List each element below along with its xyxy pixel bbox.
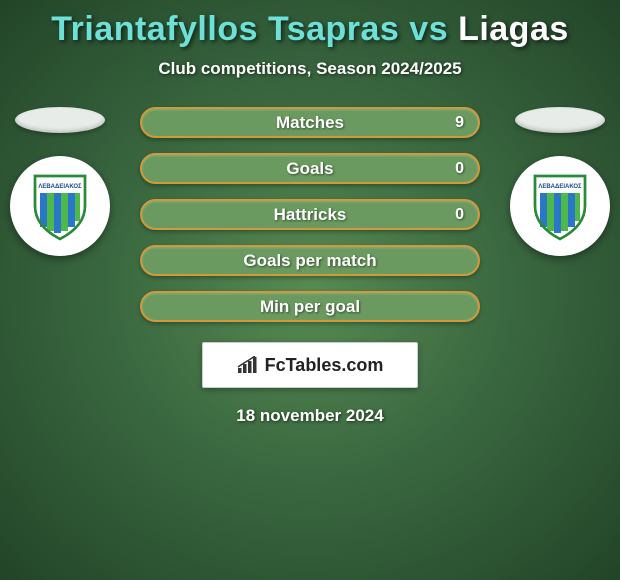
date-text: 18 november 2024 (0, 406, 620, 426)
svg-text:ΛΕΒΑΔΕΙΑΚΟΣ: ΛΕΒΑΔΕΙΑΚΟΣ (538, 184, 582, 190)
stat-value-right: 0 (455, 160, 464, 178)
watermark: FcTables.com (202, 342, 418, 388)
vs-text: vs (409, 10, 448, 48)
player1-ellipse (15, 107, 105, 133)
stat-label: Goals per match (243, 251, 376, 271)
comparison-content: ΛΕΒΑΔΕΙΑΚΟΣ ΛΕΒΑΔΕΙΑΚΟΣ (0, 107, 620, 426)
player2-club-badge: ΛΕΒΑΔΕΙΑΚΟΣ (510, 156, 610, 256)
shield-icon: ΛΕΒΑΔΕΙΑΚΟΣ (30, 171, 90, 241)
chart-icon (237, 356, 259, 374)
svg-text:ΛΕΒΑΔΕΙΑΚΟΣ: ΛΕΒΑΔΕΙΑΚΟΣ (38, 184, 82, 190)
page-title: Triantafyllos Tsapras vs Liagas (0, 0, 620, 49)
player2-ellipse (515, 107, 605, 133)
subtitle: Club competitions, Season 2024/2025 (0, 59, 620, 79)
stat-value-right: 0 (455, 206, 464, 224)
stat-value-right: 9 (455, 114, 464, 132)
player1-club-badge: ΛΕΒΑΔΕΙΑΚΟΣ (10, 156, 110, 256)
stat-row: Hattricks 0 (140, 199, 480, 230)
stat-row: Goals 0 (140, 153, 480, 184)
right-badge-column: ΛΕΒΑΔΕΙΑΚΟΣ (500, 107, 620, 256)
shield-icon: ΛΕΒΑΔΕΙΑΚΟΣ (530, 171, 590, 241)
watermark-text: FcTables.com (265, 355, 384, 376)
stat-label: Goals (286, 159, 333, 179)
stat-row: Matches 9 (140, 107, 480, 138)
player1-name: Triantafyllos Tsapras (51, 10, 399, 48)
stat-row: Min per goal (140, 291, 480, 322)
stat-label: Min per goal (260, 297, 360, 317)
stat-label: Matches (276, 113, 344, 133)
stat-row: Goals per match (140, 245, 480, 276)
stats-list: Matches 9 Goals 0 Hattricks 0 Goals per match M… (140, 107, 480, 322)
stat-label: Hattricks (274, 205, 347, 225)
player2-name: Liagas (458, 10, 569, 48)
left-badge-column: ΛΕΒΑΔΕΙΑΚΟΣ (0, 107, 120, 256)
